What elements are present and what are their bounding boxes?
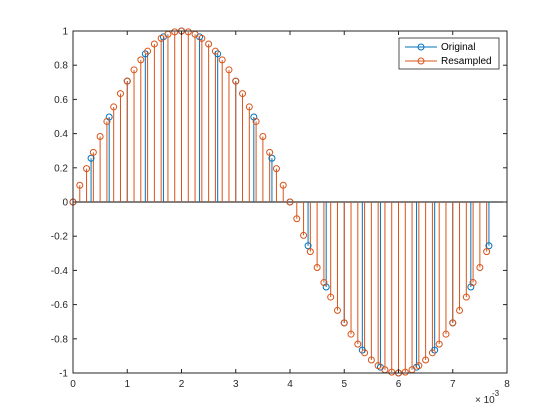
markers-layer bbox=[69, 27, 493, 377]
resampled-marker bbox=[361, 349, 369, 357]
resampled-marker bbox=[286, 198, 294, 206]
resampled-marker bbox=[354, 340, 362, 348]
y-tick-label: 0 bbox=[62, 198, 68, 209]
resampled-marker bbox=[347, 330, 355, 338]
legend-original-label: Original bbox=[441, 42, 475, 53]
resampled-marker bbox=[239, 90, 247, 98]
x-tick-label: 2 bbox=[179, 379, 185, 390]
resampled-marker bbox=[130, 66, 138, 74]
resampled-marker bbox=[83, 165, 91, 173]
y-tick-label: -0.6 bbox=[51, 300, 69, 311]
x-tick-label: 1 bbox=[124, 379, 130, 390]
x-tick-label: 6 bbox=[396, 379, 402, 390]
y-tick-label: -0.2 bbox=[51, 232, 69, 243]
resampled-marker bbox=[415, 362, 423, 370]
stems-layer bbox=[79, 31, 490, 373]
y-tick-label: 0.8 bbox=[54, 61, 68, 72]
resampled-marker bbox=[320, 279, 328, 287]
original-marker bbox=[304, 242, 312, 250]
resampled-marker bbox=[340, 319, 348, 327]
resampled-marker bbox=[462, 293, 470, 301]
resampled-marker bbox=[89, 148, 97, 156]
resampled-marker bbox=[225, 66, 233, 74]
resampled-marker bbox=[218, 56, 226, 64]
original-marker bbox=[268, 154, 276, 162]
y-tick-label: 0.2 bbox=[54, 163, 68, 174]
resampled-marker bbox=[279, 181, 287, 189]
resampled-marker bbox=[300, 231, 308, 239]
resampled-marker bbox=[306, 248, 314, 256]
resampled-marker bbox=[150, 40, 158, 48]
resampled-marker bbox=[171, 28, 179, 36]
y-tick-label: 0.4 bbox=[54, 129, 68, 140]
resampled-marker bbox=[76, 181, 84, 189]
resampled-marker bbox=[205, 40, 213, 48]
legend-resampled-label: Resampled bbox=[441, 56, 492, 67]
resampled-marker bbox=[232, 77, 240, 85]
resampled-marker bbox=[327, 293, 335, 301]
x-exponent-power: -3 bbox=[492, 389, 500, 398]
original-marker bbox=[87, 154, 95, 162]
x-tick-label: 0 bbox=[70, 379, 76, 390]
legend-original-marker bbox=[417, 43, 425, 51]
resampled-marker bbox=[313, 263, 321, 271]
resampled-marker bbox=[123, 77, 131, 85]
legend: Original Resampled bbox=[398, 37, 500, 70]
resampled-marker bbox=[422, 356, 430, 364]
resampled-marker bbox=[428, 349, 436, 357]
original-marker bbox=[485, 242, 493, 250]
resampled-marker bbox=[333, 306, 341, 314]
y-tick-label: -1 bbox=[59, 369, 68, 380]
x-axis-exponent: × 10 -3 bbox=[475, 389, 500, 406]
resampled-marker bbox=[252, 117, 260, 125]
resampled-marker bbox=[442, 330, 450, 338]
resampled-marker bbox=[401, 368, 409, 376]
x-tick-label: 3 bbox=[233, 379, 239, 390]
resampled-marker bbox=[245, 103, 253, 111]
resampled-marker bbox=[110, 103, 118, 111]
x-tick-label: 4 bbox=[287, 379, 293, 390]
resampled-marker bbox=[184, 28, 192, 36]
ticks-layer: 0 1 2 3 4 5 6 7 8 -1 -0.8 -0.6 -0.4 -0.2 0 0.2 0.4 0.6 0.8… bbox=[51, 27, 510, 391]
resampled-marker bbox=[211, 47, 219, 55]
y-tick-label: -0.4 bbox=[51, 266, 69, 277]
resampled-marker bbox=[293, 215, 301, 223]
x-tick-label: 5 bbox=[341, 379, 347, 390]
x-exponent-base: × 10 bbox=[475, 395, 495, 406]
resampled-marker bbox=[367, 356, 375, 364]
resampled-marker bbox=[476, 263, 484, 271]
legend-box bbox=[398, 37, 500, 70]
resampled-marker bbox=[259, 133, 267, 141]
resampled-marker bbox=[266, 148, 274, 156]
legend-resampled-marker bbox=[417, 57, 425, 65]
y-tick-label: 0.6 bbox=[54, 95, 68, 106]
resampled-marker bbox=[374, 362, 382, 370]
resampled-marker bbox=[144, 47, 152, 55]
resampled-marker bbox=[96, 133, 104, 141]
resampled-marker bbox=[388, 368, 396, 376]
resampled-marker bbox=[435, 340, 443, 348]
resampled-marker bbox=[137, 56, 145, 64]
resampled-marker bbox=[198, 34, 206, 42]
x-tick-label: 8 bbox=[504, 379, 510, 390]
resampled-marker bbox=[116, 90, 124, 98]
resampled-marker bbox=[449, 319, 457, 327]
resampled-marker bbox=[456, 306, 464, 314]
y-tick-label: 1 bbox=[62, 27, 68, 38]
resampled-marker bbox=[103, 117, 111, 125]
x-tick-label: 7 bbox=[450, 379, 456, 390]
resampled-marker bbox=[469, 279, 477, 287]
resampled-marker bbox=[483, 248, 491, 256]
resampled-marker bbox=[157, 34, 165, 42]
y-tick-label: -0.8 bbox=[51, 334, 69, 345]
resampled-marker bbox=[272, 165, 280, 173]
